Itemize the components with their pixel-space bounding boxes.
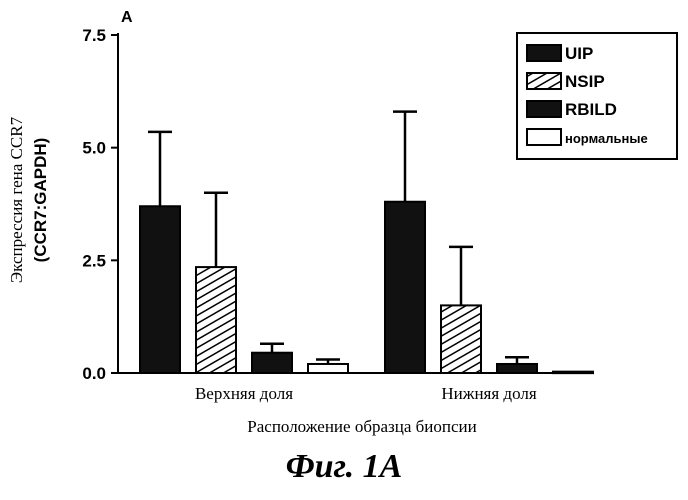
legend-swatch: [527, 45, 561, 61]
y-tick-label: 7.5: [82, 26, 106, 45]
bar: [385, 202, 425, 373]
x-tick-label: Нижняя доля: [441, 384, 537, 403]
bar: [196, 267, 236, 373]
y-axis-label-group: Экспрессия гена CCR7 (CCR7:GAPDH): [7, 116, 50, 283]
bar: [308, 364, 348, 373]
legend-swatch: [527, 129, 561, 145]
figure-caption: Фиг. 1А: [0, 448, 688, 486]
bar: [441, 305, 481, 373]
bar: [252, 353, 292, 373]
legend-swatch: [527, 73, 561, 89]
bar: [553, 372, 593, 374]
legend-label: RBILD: [565, 100, 617, 119]
y-axis-label-line1: Экспрессия гена CCR7: [7, 116, 26, 283]
bar: [497, 364, 537, 373]
legend-label: UIP: [565, 44, 593, 63]
y-tick-label: 0.0: [82, 364, 106, 383]
bar-chart: 0.0 2.5 5.0 7.5 Верхняя доля Нижняя доля Эксп…: [0, 0, 688, 440]
legend-label: нормальные: [565, 131, 648, 146]
x-tick-label: Верхняя доля: [195, 384, 293, 403]
y-tick-label: 2.5: [82, 251, 106, 270]
panel-label: A: [121, 9, 133, 26]
legend-swatch: [527, 101, 561, 117]
legend: UIP NSIP RBILD нормальные: [517, 33, 677, 159]
bar: [140, 206, 180, 373]
legend-label: NSIP: [565, 72, 605, 91]
y-axis-label-line2: (CCR7:GAPDH): [31, 138, 50, 263]
y-tick-label: 5.0: [82, 139, 106, 158]
x-axis-label: Расположение образца биопсии: [247, 417, 476, 436]
